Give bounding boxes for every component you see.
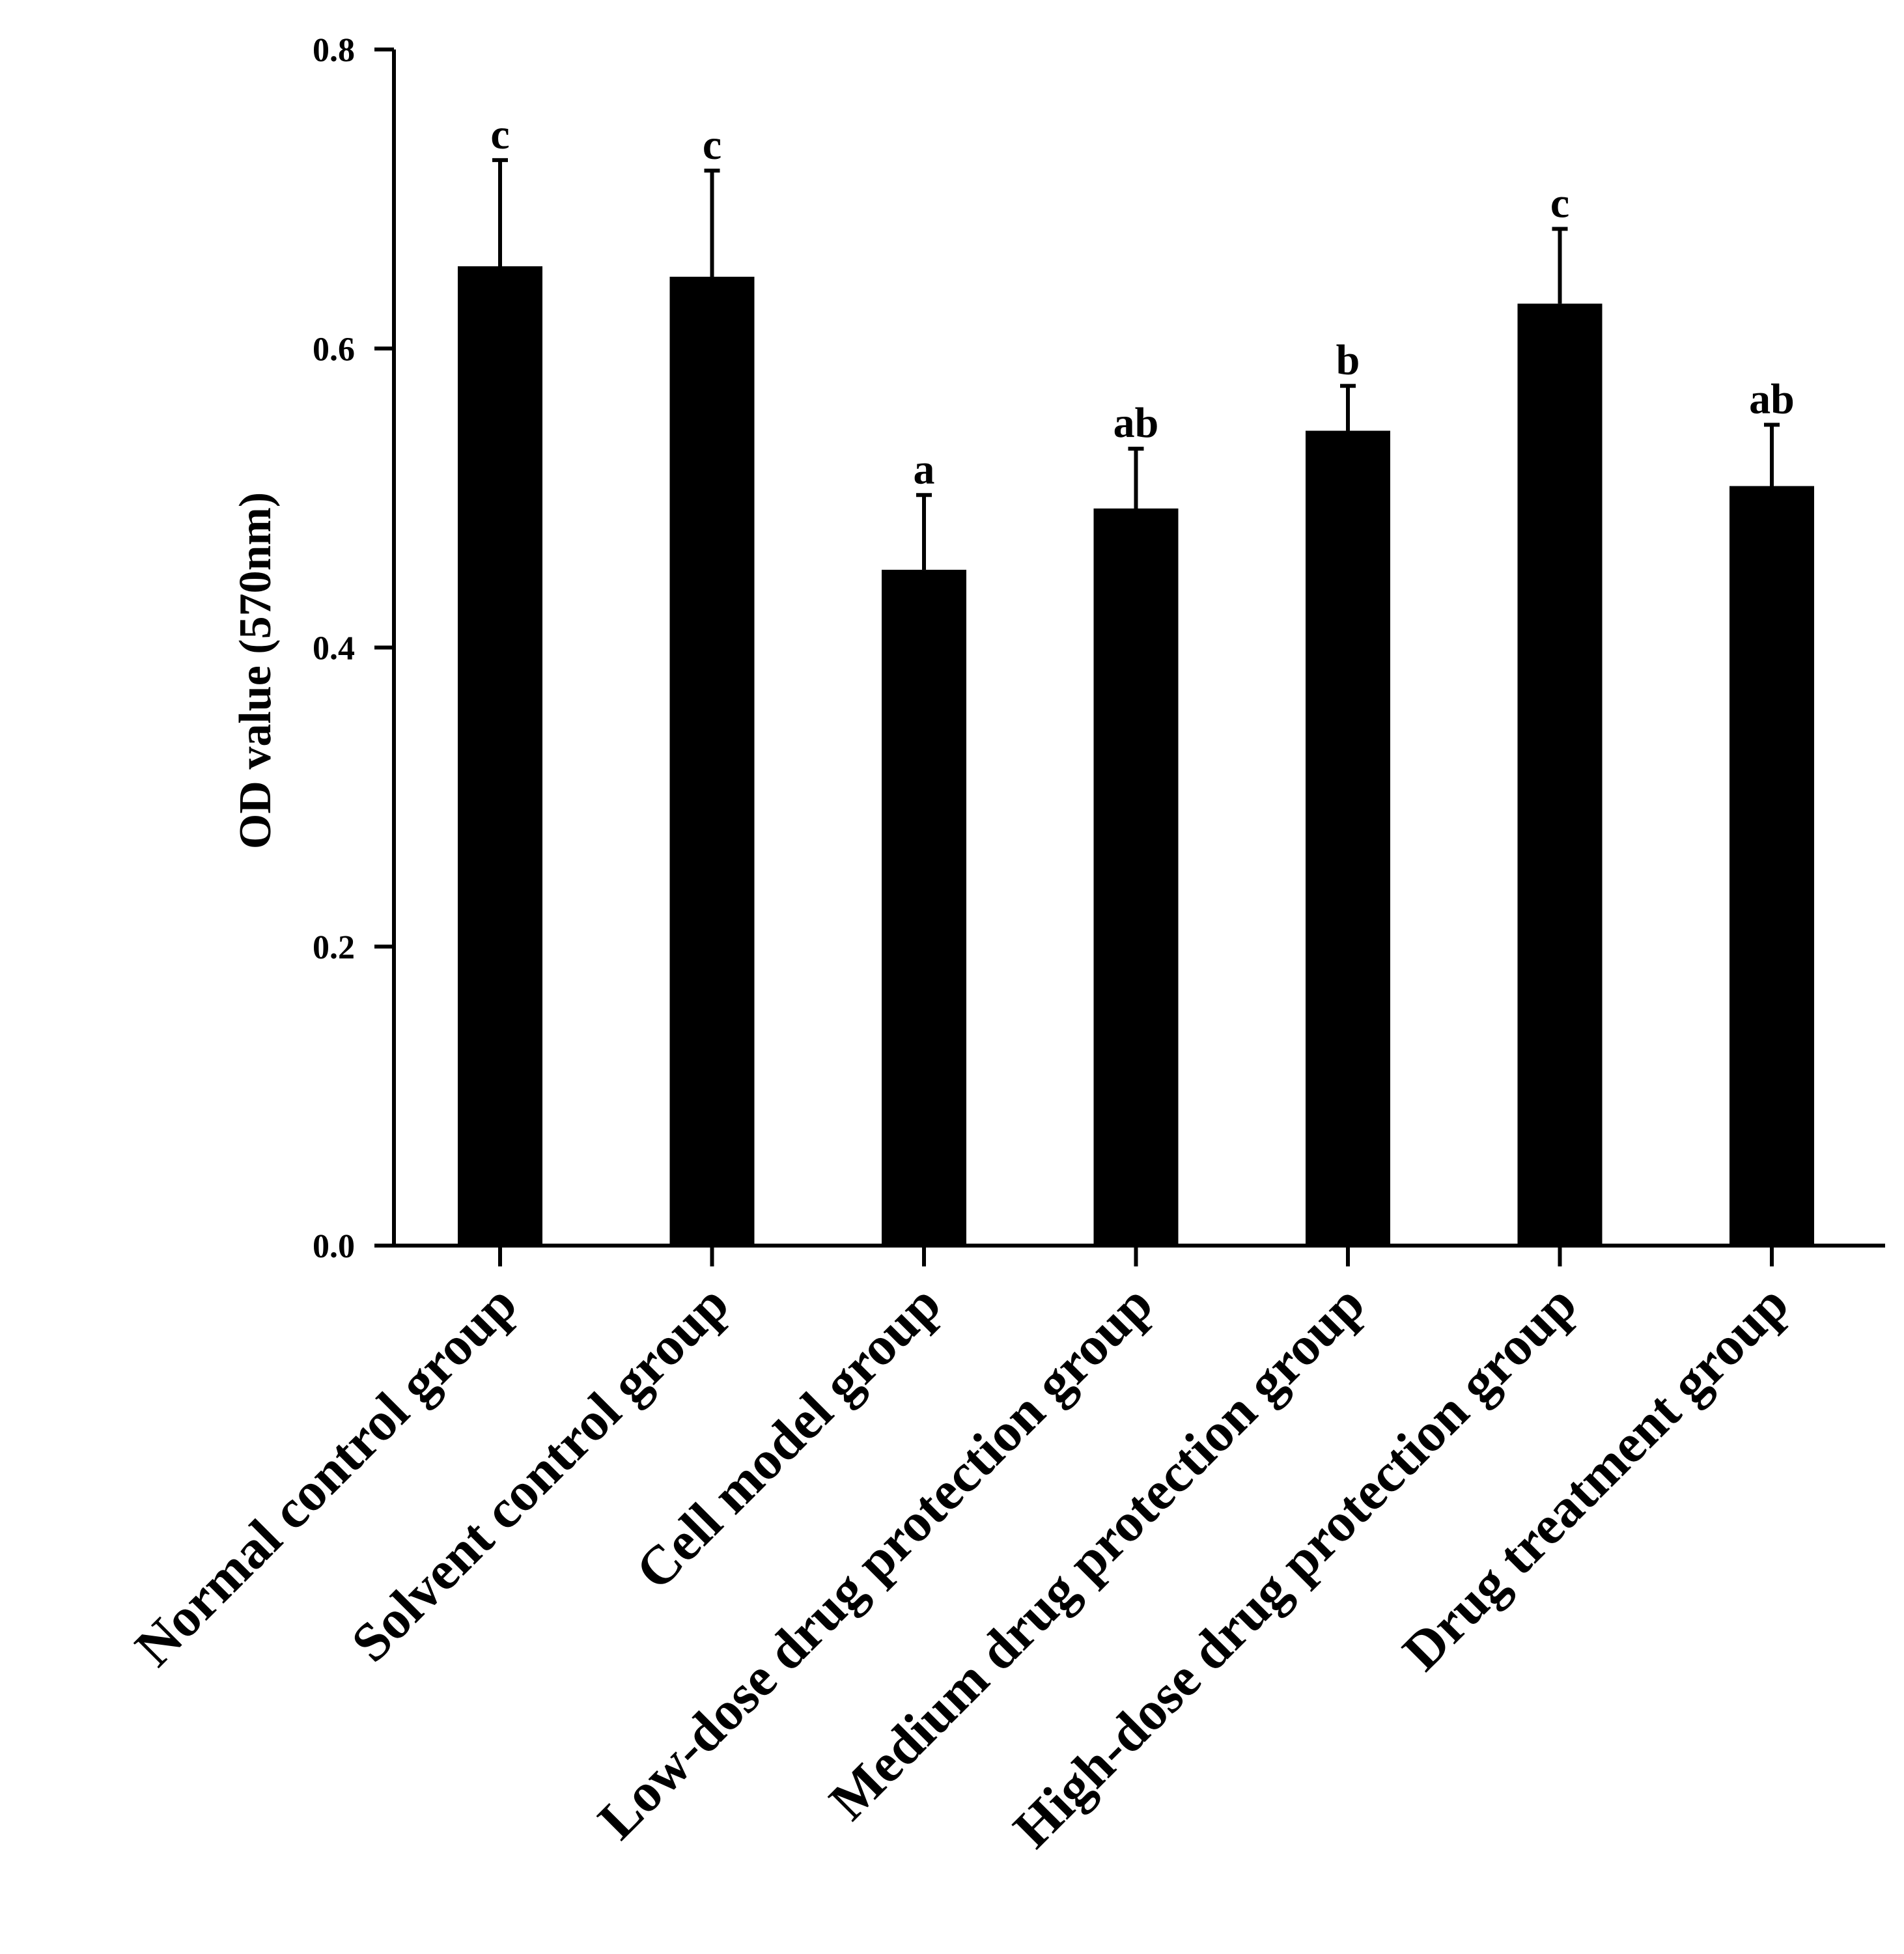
significance-letter: a: [914, 445, 935, 493]
x-tick-label: Normal control group: [124, 1274, 528, 1678]
error-bars: [492, 158, 1780, 570]
bar: [1517, 303, 1603, 1246]
y-tick-label: 0.0: [313, 1228, 355, 1265]
bar: [669, 277, 755, 1246]
x-axis: [374, 1244, 1885, 1266]
significance-letter: c: [1550, 180, 1569, 227]
significance-letter: c: [490, 111, 509, 158]
y-tick-label: 0.6: [313, 331, 355, 368]
significance-letter: ab: [1749, 375, 1795, 423]
y-axis: 0.0 0.2 0.4 0.6 0.8: [313, 32, 396, 1265]
significance-letter: ab: [1113, 399, 1159, 447]
bar: [458, 266, 542, 1246]
y-tick-label: 0.4: [313, 630, 355, 667]
significance-letter: b: [1336, 337, 1360, 384]
bars: [458, 266, 1814, 1246]
bar: [1306, 430, 1390, 1246]
y-tick-label: 0.2: [313, 929, 355, 966]
significance-letters: c c a ab b c ab: [490, 111, 1795, 493]
y-axis-label: OD value (570nm): [231, 492, 281, 849]
y-tick-label: 0.8: [313, 32, 355, 69]
x-tick-label: Drug treatment group: [1392, 1274, 1800, 1682]
x-tick-label: Solvent control group: [340, 1274, 740, 1674]
bar: [1093, 508, 1179, 1246]
bar: [1729, 486, 1814, 1246]
bar: [882, 570, 966, 1246]
significance-letter: c: [703, 121, 721, 169]
